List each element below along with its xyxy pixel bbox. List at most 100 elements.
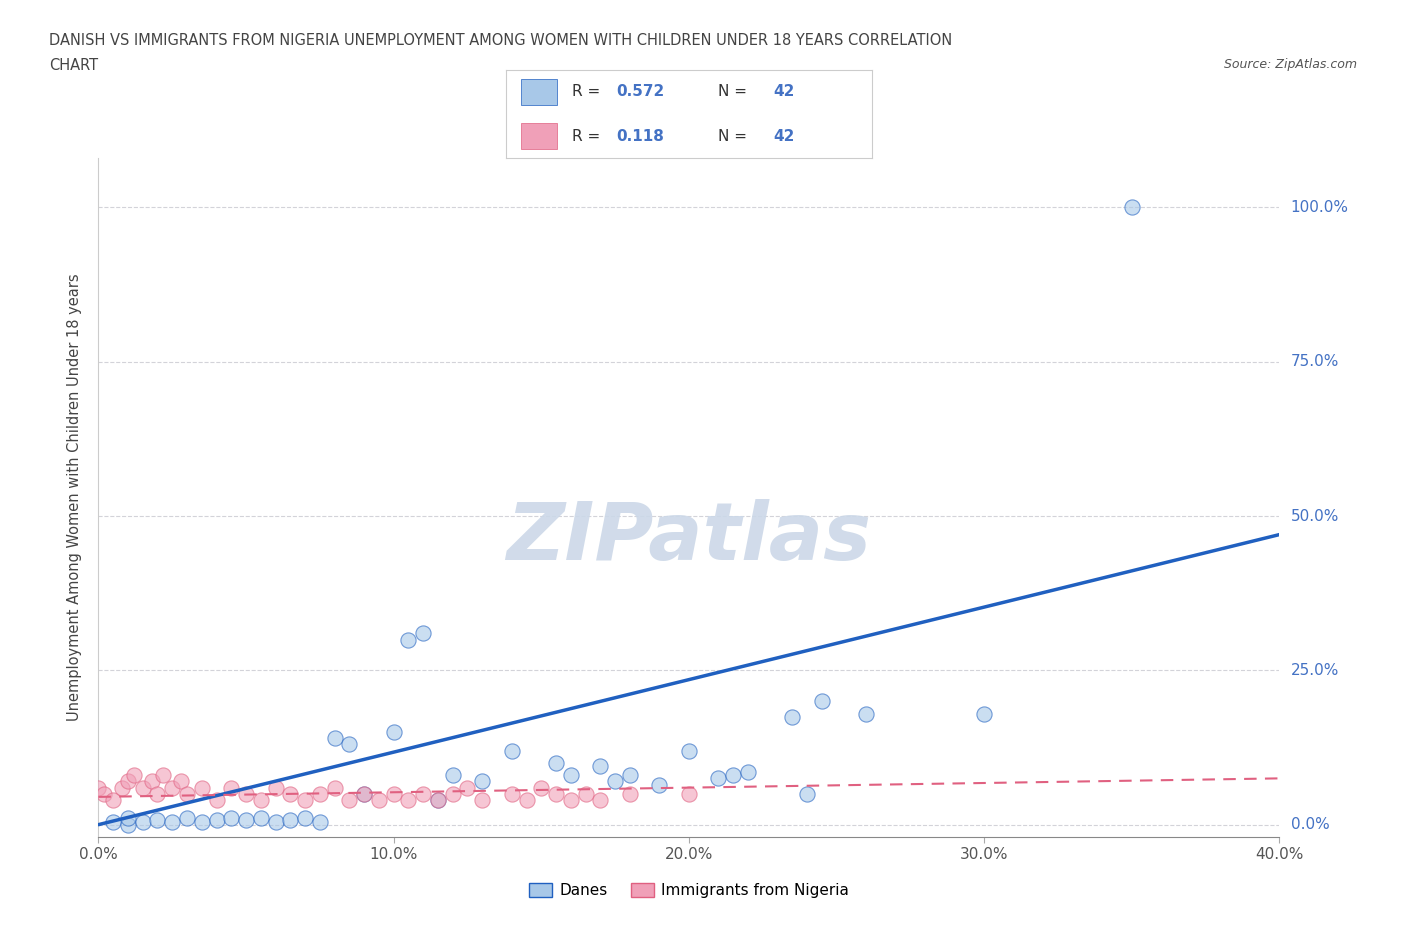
Point: [141, 774, 163, 789]
Text: 75.0%: 75.0%: [1291, 354, 1339, 369]
Point: [441, 787, 464, 802]
Point: [605, 774, 627, 789]
Point: [589, 792, 612, 807]
Point: [111, 780, 134, 795]
Point: [162, 780, 183, 795]
Point: [132, 814, 155, 829]
Bar: [520, 123, 557, 150]
Point: [294, 792, 316, 807]
Point: [250, 792, 273, 807]
Point: [219, 811, 242, 826]
Point: [176, 811, 198, 826]
Point: [427, 792, 450, 807]
Point: [353, 787, 375, 802]
Point: [782, 710, 804, 724]
Point: [117, 811, 139, 826]
Point: [264, 780, 287, 795]
Point: [170, 774, 193, 789]
Text: CHART: CHART: [49, 58, 98, 73]
Point: [619, 787, 641, 802]
Point: [678, 743, 700, 758]
Text: ZIPatlas: ZIPatlas: [506, 499, 872, 578]
Point: [441, 768, 464, 783]
Point: [678, 787, 700, 802]
Point: [855, 706, 877, 721]
Point: [264, 814, 287, 829]
Text: 25.0%: 25.0%: [1291, 663, 1339, 678]
Point: [796, 787, 818, 802]
Point: [205, 792, 228, 807]
Point: [205, 812, 228, 827]
Point: [560, 768, 582, 783]
Point: [309, 787, 332, 802]
Point: [412, 787, 434, 802]
Point: [294, 811, 316, 826]
Point: [117, 774, 139, 789]
Point: [337, 792, 360, 807]
Point: [176, 787, 198, 802]
Point: [162, 814, 183, 829]
Text: DANISH VS IMMIGRANTS FROM NIGERIA UNEMPLOYMENT AMONG WOMEN WITH CHILDREN UNDER 1: DANISH VS IMMIGRANTS FROM NIGERIA UNEMPL…: [49, 33, 952, 47]
Point: [146, 787, 169, 802]
Text: N =: N =: [718, 85, 752, 100]
Point: [560, 792, 582, 807]
Text: 0.572: 0.572: [616, 85, 664, 100]
Point: [810, 694, 832, 709]
Point: [471, 774, 494, 789]
Point: [103, 792, 125, 807]
Point: [122, 768, 145, 783]
Point: [396, 632, 419, 647]
Point: [544, 787, 567, 802]
Point: [471, 792, 494, 807]
Text: 42: 42: [773, 128, 794, 143]
Point: [146, 812, 169, 827]
Point: [396, 792, 419, 807]
Point: [737, 764, 759, 779]
Point: [353, 787, 375, 802]
Point: [132, 780, 155, 795]
Point: [278, 812, 302, 827]
Point: [93, 787, 115, 802]
Text: 0.0%: 0.0%: [1291, 817, 1329, 832]
Point: [648, 777, 671, 792]
Point: [152, 768, 174, 783]
Text: Source: ZipAtlas.com: Source: ZipAtlas.com: [1223, 58, 1357, 71]
Point: [219, 780, 242, 795]
Text: 100.0%: 100.0%: [1291, 200, 1348, 215]
Point: [117, 817, 139, 832]
Point: [278, 787, 302, 802]
Text: N =: N =: [718, 128, 752, 143]
Point: [191, 814, 214, 829]
Point: [501, 743, 523, 758]
Y-axis label: Unemployment Among Women with Children Under 18 years: Unemployment Among Women with Children U…: [67, 273, 83, 722]
Point: [323, 780, 346, 795]
Point: [574, 787, 596, 802]
Point: [544, 755, 567, 770]
Point: [191, 780, 214, 795]
Point: [382, 724, 405, 739]
Point: [427, 792, 450, 807]
Text: R =: R =: [572, 85, 605, 100]
Point: [412, 626, 434, 641]
Point: [87, 780, 110, 795]
Point: [103, 814, 125, 829]
Point: [515, 792, 537, 807]
Point: [309, 814, 332, 829]
Legend: Danes, Immigrants from Nigeria: Danes, Immigrants from Nigeria: [523, 877, 855, 904]
Point: [589, 759, 612, 774]
Point: [973, 706, 995, 721]
Point: [456, 780, 478, 795]
Point: [1121, 200, 1143, 215]
Point: [368, 792, 391, 807]
Point: [235, 812, 257, 827]
Text: 42: 42: [773, 85, 794, 100]
Point: [337, 737, 360, 751]
Text: 50.0%: 50.0%: [1291, 509, 1339, 524]
Bar: [520, 79, 557, 105]
Point: [707, 771, 730, 786]
Text: 0.118: 0.118: [616, 128, 664, 143]
Point: [501, 787, 523, 802]
Text: R =: R =: [572, 128, 610, 143]
Point: [250, 811, 273, 826]
Point: [530, 780, 553, 795]
